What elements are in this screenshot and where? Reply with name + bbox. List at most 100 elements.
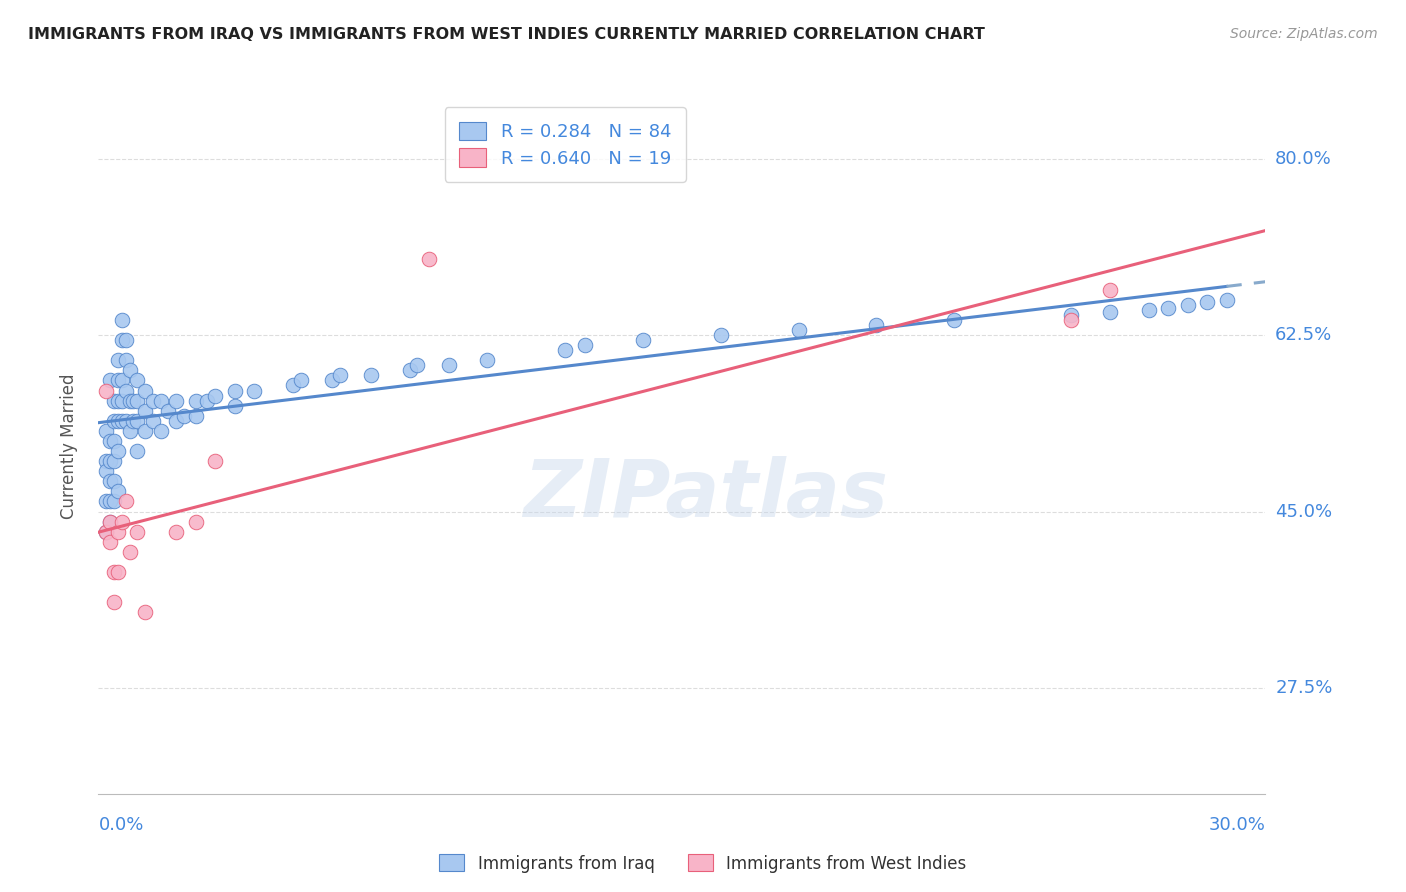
Point	[111, 374, 134, 388]
Point	[943, 313, 966, 327]
Text: 0.0%: 0.0%	[98, 816, 143, 834]
Point	[134, 384, 156, 398]
Point	[103, 595, 125, 609]
Point	[134, 606, 156, 620]
Point	[865, 318, 887, 332]
Text: 30.0%: 30.0%	[1209, 816, 1265, 834]
Point	[149, 393, 172, 408]
Point	[98, 434, 121, 448]
Point	[118, 545, 141, 559]
Point	[165, 414, 187, 428]
Point	[107, 374, 129, 388]
Point	[96, 464, 118, 478]
Point	[118, 393, 141, 408]
Text: ZIPatlas: ZIPatlas	[523, 456, 887, 533]
Y-axis label: Currently Married: Currently Married	[59, 373, 77, 519]
Point	[122, 414, 145, 428]
Point	[1060, 308, 1083, 322]
Point	[165, 393, 187, 408]
Point	[98, 534, 121, 549]
Text: 45.0%: 45.0%	[1275, 502, 1333, 521]
Point	[406, 359, 429, 373]
Point	[195, 393, 218, 408]
Point	[142, 414, 165, 428]
Point	[1195, 294, 1218, 309]
Point	[1157, 301, 1180, 315]
Point	[477, 353, 499, 368]
Point	[103, 454, 125, 468]
Point	[107, 414, 129, 428]
Point	[114, 414, 136, 428]
Point	[96, 454, 118, 468]
Point	[114, 333, 136, 347]
Point	[98, 494, 121, 508]
Point	[98, 475, 121, 489]
Point	[107, 565, 129, 579]
Point	[398, 363, 420, 377]
Text: 27.5%: 27.5%	[1275, 679, 1333, 697]
Point	[173, 409, 195, 423]
Point	[1215, 293, 1237, 307]
Point	[122, 393, 145, 408]
Point	[134, 424, 156, 438]
Point	[114, 353, 136, 368]
Text: 62.5%: 62.5%	[1275, 326, 1333, 344]
Point	[437, 359, 460, 373]
Point	[111, 393, 134, 408]
Point	[98, 515, 121, 529]
Legend: R = 0.284   N = 84, R = 0.640   N = 19: R = 0.284 N = 84, R = 0.640 N = 19	[444, 107, 686, 182]
Point	[107, 393, 129, 408]
Point	[103, 565, 125, 579]
Point	[111, 414, 134, 428]
Point	[107, 353, 129, 368]
Point	[96, 524, 118, 539]
Point	[107, 484, 129, 499]
Point	[149, 424, 172, 438]
Point	[111, 333, 134, 347]
Point	[107, 444, 129, 458]
Point	[165, 524, 187, 539]
Point	[127, 444, 149, 458]
Point	[134, 403, 156, 417]
Point	[103, 434, 125, 448]
Point	[1098, 305, 1121, 319]
Point	[418, 252, 440, 267]
Point	[631, 333, 654, 347]
Point	[184, 409, 207, 423]
Point	[98, 515, 121, 529]
Point	[127, 414, 149, 428]
Point	[96, 384, 118, 398]
Point	[1098, 283, 1121, 297]
Point	[114, 384, 136, 398]
Point	[554, 343, 576, 358]
Point	[127, 524, 149, 539]
Point	[114, 494, 136, 508]
Point	[321, 374, 343, 388]
Legend: Immigrants from Iraq, Immigrants from West Indies: Immigrants from Iraq, Immigrants from We…	[433, 847, 973, 880]
Point	[118, 363, 141, 377]
Point	[224, 384, 246, 398]
Point	[1177, 298, 1199, 312]
Point	[118, 424, 141, 438]
Point	[111, 313, 134, 327]
Point	[111, 515, 134, 529]
Point	[184, 393, 207, 408]
Point	[281, 378, 304, 392]
Point	[243, 384, 266, 398]
Point	[329, 368, 352, 383]
Point	[574, 338, 596, 352]
Point	[98, 454, 121, 468]
Text: Source: ZipAtlas.com: Source: ZipAtlas.com	[1230, 27, 1378, 41]
Point	[103, 393, 125, 408]
Point	[184, 515, 207, 529]
Point	[290, 374, 312, 388]
Point	[710, 328, 733, 343]
Point	[98, 374, 121, 388]
Point	[1060, 313, 1083, 327]
Text: 80.0%: 80.0%	[1275, 150, 1331, 168]
Point	[204, 388, 226, 402]
Point	[103, 414, 125, 428]
Point	[142, 393, 165, 408]
Point	[96, 494, 118, 508]
Point	[127, 393, 149, 408]
